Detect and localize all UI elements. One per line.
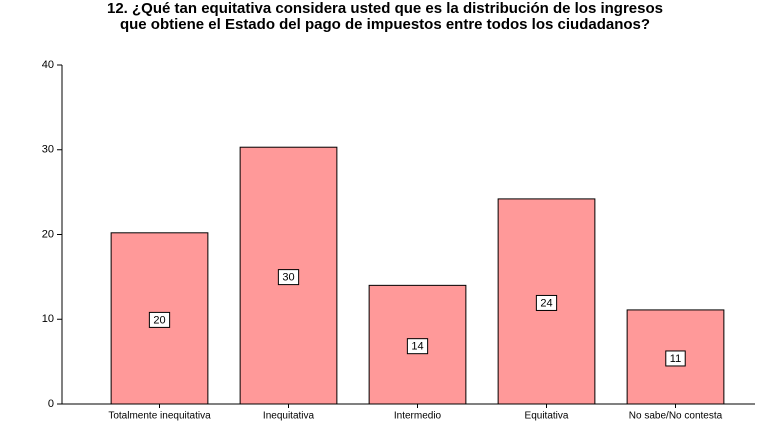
data-label-box [665, 350, 686, 367]
data-label: 30 [282, 272, 294, 284]
data-label-box [406, 338, 429, 355]
x-tick-label: No sabe/No contesta [629, 411, 723, 422]
x-tick-label: Intermedio [394, 411, 442, 422]
chart-title: 12. ¿Qué tan equitativa considera usted … [107, 0, 663, 17]
data-label: 14 [411, 341, 423, 353]
y-tick-label: 40 [42, 59, 54, 71]
data-label: 20 [153, 314, 165, 326]
data-label-box [148, 311, 171, 328]
data-label-box [535, 294, 558, 311]
chart-subtitle: que obtiene el Estado del pago de impues… [120, 16, 650, 33]
y-tick-label: 10 [42, 313, 54, 325]
x-tick-label: Equitativa [525, 411, 569, 422]
data-label: 11 [670, 353, 681, 365]
y-tick-label: 20 [42, 228, 54, 240]
y-tick-label: 0 [48, 398, 54, 410]
x-tick-label: Inequitativa [263, 411, 315, 422]
y-tick-label: 30 [42, 144, 54, 156]
data-label: 24 [540, 297, 552, 309]
x-tick-label: Totalmente inequitativa [108, 411, 211, 422]
data-label-box [277, 269, 300, 286]
